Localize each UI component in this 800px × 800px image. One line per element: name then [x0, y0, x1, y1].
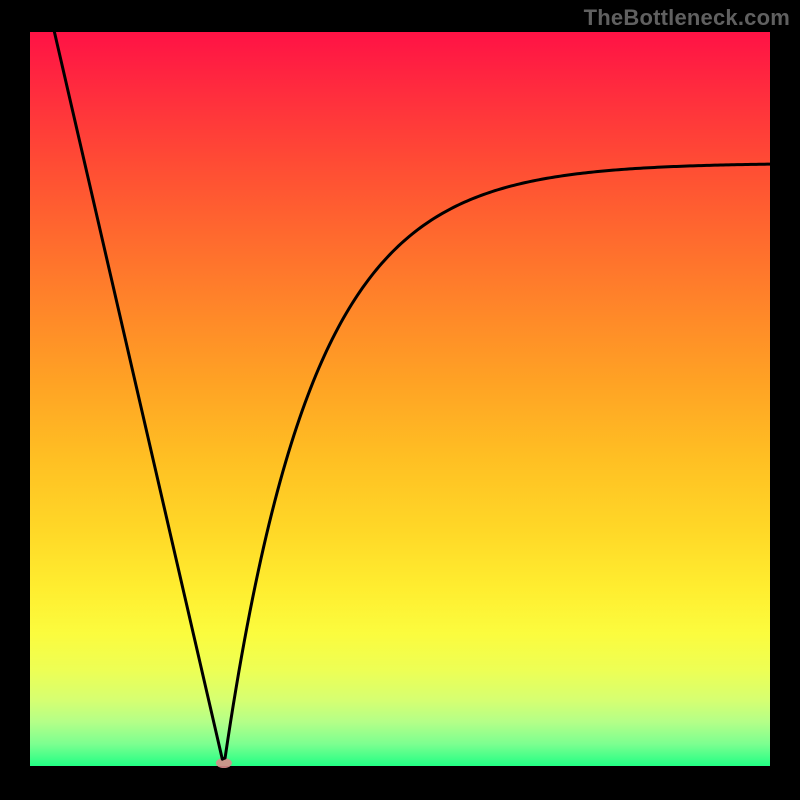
bottleneck-chart [0, 0, 800, 800]
watermark-text: TheBottleneck.com [584, 5, 790, 31]
chart-frame: TheBottleneck.com [0, 0, 800, 800]
plot-background [30, 32, 770, 766]
